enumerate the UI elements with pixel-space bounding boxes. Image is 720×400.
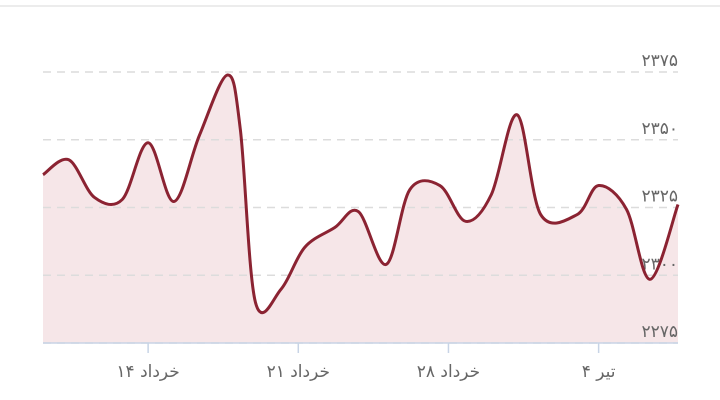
x-tick-label: ۴ تیر [582,362,616,382]
y-tick-label: ۲۳۷۵ [641,51,678,71]
y-tick-label: ۲۳۲۵ [641,187,678,207]
x-tick-label: ۱۴ خرداد [116,362,179,382]
x-tick-label: ۲۱ خرداد [267,362,330,382]
line [42,73,680,315]
y-tick-label: ۲۳۵۰ [641,119,678,139]
y-tick-label: ۲۲۷۵ [641,322,678,342]
x-tick-label: ۲۸ خرداد [417,362,480,382]
